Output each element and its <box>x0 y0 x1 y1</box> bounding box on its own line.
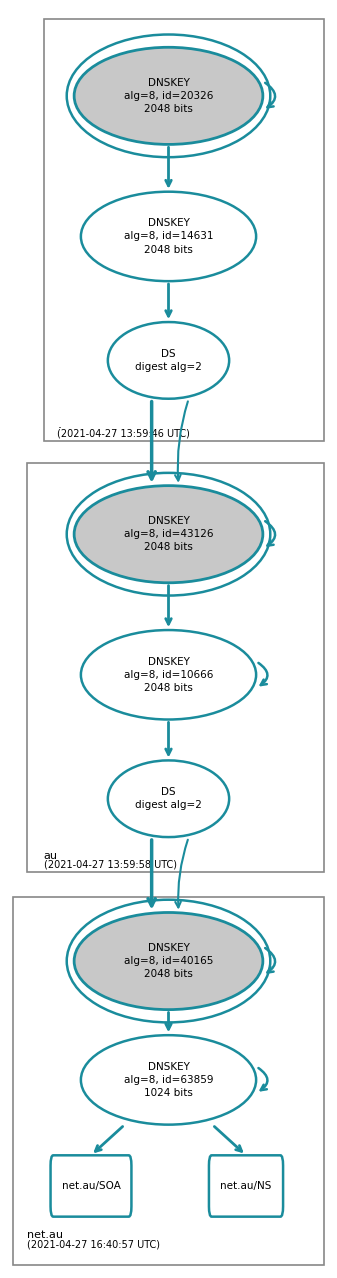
Text: DS
digest alg=2: DS digest alg=2 <box>135 787 202 810</box>
FancyBboxPatch shape <box>51 1155 131 1217</box>
Ellipse shape <box>74 47 263 144</box>
Ellipse shape <box>81 630 256 720</box>
Text: DNSKEY
alg=8, id=43126
2048 bits: DNSKEY alg=8, id=43126 2048 bits <box>124 516 213 552</box>
FancyBboxPatch shape <box>209 1155 283 1217</box>
Text: DS
digest alg=2: DS digest alg=2 <box>135 349 202 372</box>
Text: (2021-04-27 13:59:58 UTC): (2021-04-27 13:59:58 UTC) <box>44 859 177 869</box>
Text: net.au/SOA: net.au/SOA <box>62 1181 120 1191</box>
Ellipse shape <box>108 322 229 399</box>
Ellipse shape <box>81 192 256 281</box>
Bar <box>27 463 324 872</box>
Ellipse shape <box>74 912 263 1010</box>
Text: (2021-04-27 13:59:46 UTC): (2021-04-27 13:59:46 UTC) <box>57 428 190 438</box>
Text: DNSKEY
alg=8, id=63859
1024 bits: DNSKEY alg=8, id=63859 1024 bits <box>124 1062 213 1098</box>
Text: DNSKEY
alg=8, id=40165
2048 bits: DNSKEY alg=8, id=40165 2048 bits <box>124 943 213 979</box>
Ellipse shape <box>81 1035 256 1125</box>
Text: DNSKEY
alg=8, id=20326
2048 bits: DNSKEY alg=8, id=20326 2048 bits <box>124 78 213 114</box>
Text: DNSKEY
alg=8, id=14631
2048 bits: DNSKEY alg=8, id=14631 2048 bits <box>124 219 213 254</box>
Bar <box>44 19 324 441</box>
Text: DNSKEY
alg=8, id=10666
2048 bits: DNSKEY alg=8, id=10666 2048 bits <box>124 657 213 693</box>
Text: .: . <box>57 418 61 431</box>
Text: net.au/NS: net.au/NS <box>220 1181 272 1191</box>
Text: net.au: net.au <box>27 1229 63 1240</box>
Text: au: au <box>44 851 58 861</box>
Ellipse shape <box>108 760 229 837</box>
Bar <box>13 897 324 1265</box>
Ellipse shape <box>74 486 263 583</box>
Text: (2021-04-27 16:40:57 UTC): (2021-04-27 16:40:57 UTC) <box>27 1240 160 1250</box>
